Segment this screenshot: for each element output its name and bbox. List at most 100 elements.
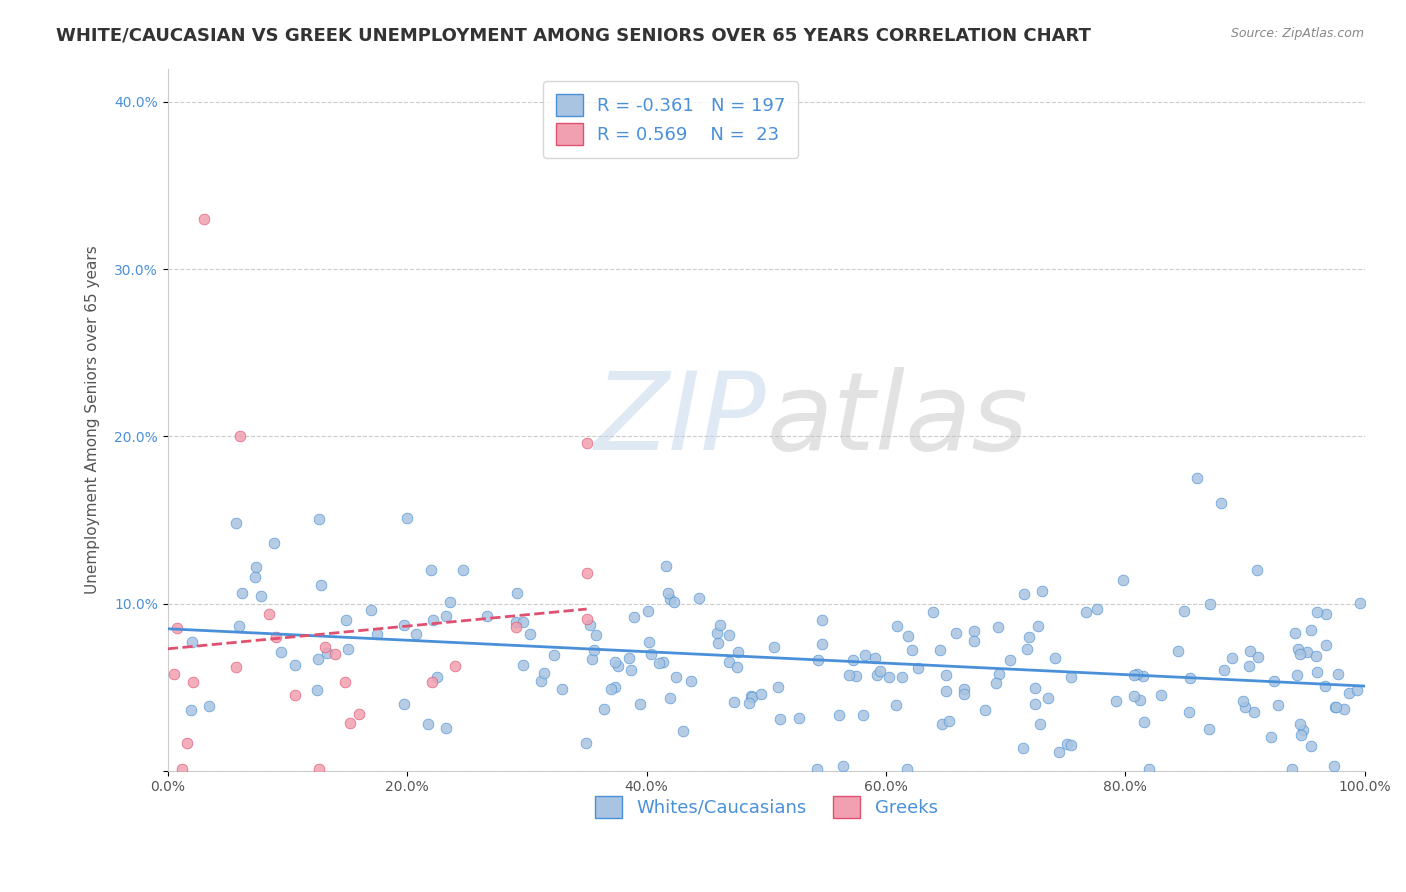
Point	[648, 657, 671, 671]
Point	[392, 697, 415, 711]
Point	[519, 627, 541, 641]
Point	[1324, 699, 1347, 714]
Point	[1056, 737, 1078, 751]
Point	[1213, 664, 1236, 678]
Point	[637, 604, 659, 618]
Point	[986, 676, 1008, 690]
Point	[738, 696, 761, 710]
Point	[766, 680, 789, 694]
Point	[931, 717, 953, 731]
Point	[763, 640, 786, 654]
Point	[953, 687, 976, 701]
Point	[422, 613, 444, 627]
Point	[845, 668, 868, 682]
Point	[974, 703, 997, 717]
Point	[307, 652, 329, 666]
Y-axis label: Unemployment Among Seniors over 65 years: Unemployment Among Seniors over 65 years	[86, 245, 100, 594]
Point	[1198, 597, 1220, 611]
Point	[434, 608, 457, 623]
Point	[607, 659, 630, 673]
Point	[886, 619, 908, 633]
Point	[225, 516, 247, 530]
Point	[1031, 584, 1053, 599]
Point	[935, 668, 957, 682]
Point	[1012, 587, 1035, 601]
Point	[1246, 563, 1268, 577]
Point	[1295, 645, 1317, 659]
Point	[841, 653, 863, 667]
Point	[1209, 496, 1232, 510]
Point	[225, 660, 247, 674]
Point	[707, 636, 730, 650]
Point	[347, 707, 370, 722]
Point	[228, 429, 250, 443]
Point	[392, 618, 415, 632]
Point	[623, 609, 645, 624]
Point	[533, 665, 555, 680]
Point	[405, 626, 427, 640]
Point	[725, 660, 748, 674]
Point	[1177, 705, 1199, 719]
Point	[852, 708, 875, 723]
Point	[183, 674, 205, 689]
Point	[1024, 697, 1046, 711]
Point	[1150, 688, 1173, 702]
Point	[1315, 638, 1337, 652]
Point	[741, 690, 763, 705]
Point	[333, 675, 356, 690]
Point	[672, 724, 695, 739]
Point	[1198, 723, 1220, 737]
Point	[257, 607, 280, 621]
Point	[1173, 603, 1195, 617]
Point	[1024, 681, 1046, 695]
Point	[314, 640, 336, 654]
Point	[717, 628, 740, 642]
Point	[1247, 650, 1270, 665]
Point	[396, 511, 419, 525]
Text: ZIP: ZIP	[595, 368, 766, 472]
Point	[863, 650, 886, 665]
Point	[180, 635, 202, 649]
Point	[1060, 670, 1083, 684]
Point	[827, 707, 849, 722]
Point	[1112, 574, 1135, 588]
Point	[436, 721, 458, 735]
Point	[938, 714, 960, 728]
Point	[1285, 668, 1308, 682]
Point	[176, 736, 198, 750]
Point	[1289, 716, 1312, 731]
Point	[935, 683, 957, 698]
Point	[1260, 731, 1282, 745]
Point	[308, 512, 330, 526]
Point	[1018, 630, 1040, 644]
Point	[1129, 693, 1152, 707]
Text: atlas: atlas	[766, 368, 1028, 472]
Point	[575, 612, 598, 626]
Point	[1350, 596, 1372, 610]
Point	[896, 762, 918, 776]
Point	[1015, 642, 1038, 657]
Point	[1137, 762, 1160, 776]
Point	[1085, 601, 1108, 615]
Point	[787, 711, 810, 725]
Point	[1239, 659, 1261, 673]
Point	[1060, 738, 1083, 752]
Text: Source: ZipAtlas.com: Source: ZipAtlas.com	[1230, 27, 1364, 40]
Point	[718, 655, 741, 669]
Point	[1284, 625, 1306, 640]
Point	[1126, 667, 1149, 681]
Point	[1132, 669, 1154, 683]
Point	[309, 578, 332, 592]
Point	[620, 663, 643, 677]
Point	[1289, 647, 1312, 661]
Point	[284, 689, 307, 703]
Point	[811, 613, 834, 627]
Point	[1012, 741, 1035, 756]
Point	[579, 617, 602, 632]
Point	[284, 658, 307, 673]
Point	[1337, 685, 1360, 699]
Point	[505, 620, 527, 634]
Point	[1346, 682, 1368, 697]
Point	[600, 682, 623, 697]
Point	[335, 613, 357, 627]
